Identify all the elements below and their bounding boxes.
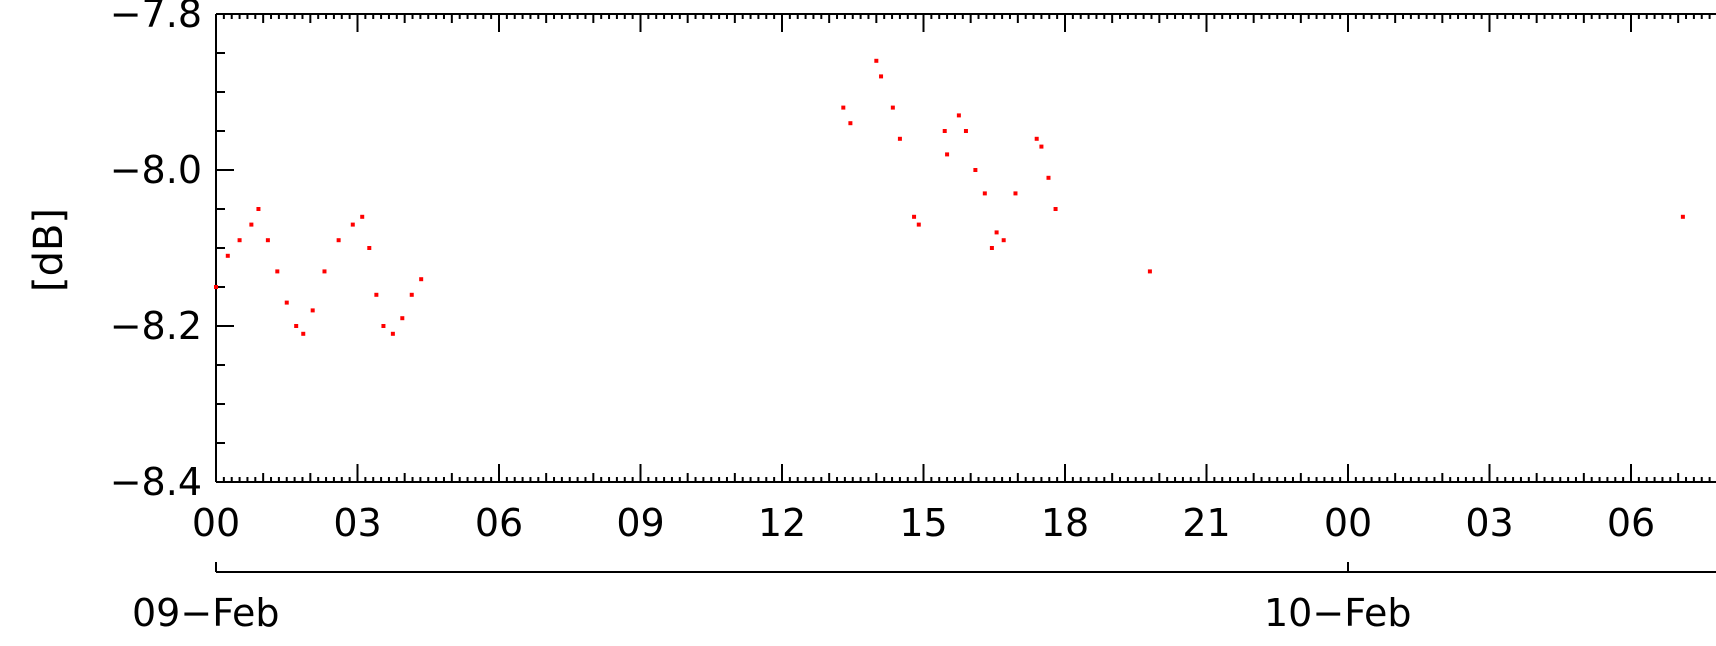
date-label: 09−Feb <box>132 591 279 635</box>
data-point <box>381 324 386 328</box>
data-point <box>322 269 327 274</box>
data-point <box>367 246 372 250</box>
data-point <box>350 222 355 227</box>
x-tick-label: 15 <box>899 501 947 545</box>
data-point <box>409 292 414 297</box>
x-tick-label: 09 <box>616 501 664 545</box>
x-tick-label: 00 <box>192 501 240 545</box>
data-point <box>310 308 315 313</box>
x-tick-label: 06 <box>475 501 523 545</box>
date-axis: 09−Feb 10−Feb <box>132 562 1716 635</box>
data-point <box>879 74 884 79</box>
data-point <box>400 316 405 321</box>
data-point <box>841 105 846 110</box>
data-point <box>256 207 261 211</box>
data-point <box>265 238 270 243</box>
y-tick-label: −8.2 <box>110 304 202 348</box>
data-point <box>1046 175 1051 180</box>
data-point <box>956 113 961 118</box>
data-point <box>945 152 950 157</box>
data-point <box>1147 269 1152 274</box>
data-point <box>360 214 365 219</box>
x-tick-label: 03 <box>333 501 381 545</box>
y-tick-label: −8.0 <box>110 148 202 192</box>
x-tick-label: 12 <box>758 501 806 545</box>
data-point <box>249 222 254 227</box>
data-point <box>897 136 902 141</box>
x-tick-label: 18 <box>1041 501 1089 545</box>
data-point <box>994 230 999 235</box>
data-point <box>874 58 879 63</box>
data-point <box>916 222 921 227</box>
data-point <box>294 324 299 328</box>
data-point <box>336 238 341 243</box>
data-point <box>275 269 280 274</box>
data-point <box>419 277 424 282</box>
data-point <box>912 214 917 219</box>
data-point <box>301 331 306 336</box>
data-point <box>237 238 242 243</box>
data-point <box>374 292 379 297</box>
data-point <box>1680 214 1685 219</box>
date-label: 10−Feb <box>1264 591 1411 635</box>
data-point <box>284 300 289 305</box>
data-point <box>214 285 218 289</box>
data-point <box>848 121 853 126</box>
y-axis: −7.8 −8.0 −8.2 −8.4 <box>110 0 234 504</box>
y-tick-label: −8.4 <box>110 460 202 504</box>
data-point <box>989 246 994 250</box>
y-tick-label: −7.8 <box>110 0 202 36</box>
x-tick-label: 21 <box>1182 501 1230 545</box>
plot-frame <box>215 13 1716 483</box>
data-point <box>963 129 968 133</box>
data-point <box>1013 191 1018 196</box>
data-point <box>942 129 947 133</box>
data-point <box>1001 238 1006 243</box>
data-point <box>982 191 987 196</box>
x-tick-label: 03 <box>1465 501 1513 545</box>
x-tick-label: 00 <box>1324 501 1372 545</box>
x-axis: 00 03 06 09 12 15 18 21 00 03 06 <box>192 14 1711 545</box>
data-point <box>890 105 895 110</box>
data-points <box>214 58 1685 336</box>
data-point <box>973 168 978 172</box>
data-point <box>1039 144 1044 149</box>
x-tick-label: 06 <box>1607 501 1655 545</box>
data-point <box>1053 207 1058 211</box>
data-point <box>225 253 230 258</box>
y-axis-label: [dB] <box>26 208 72 292</box>
data-point <box>390 331 395 336</box>
data-point <box>1034 136 1039 141</box>
